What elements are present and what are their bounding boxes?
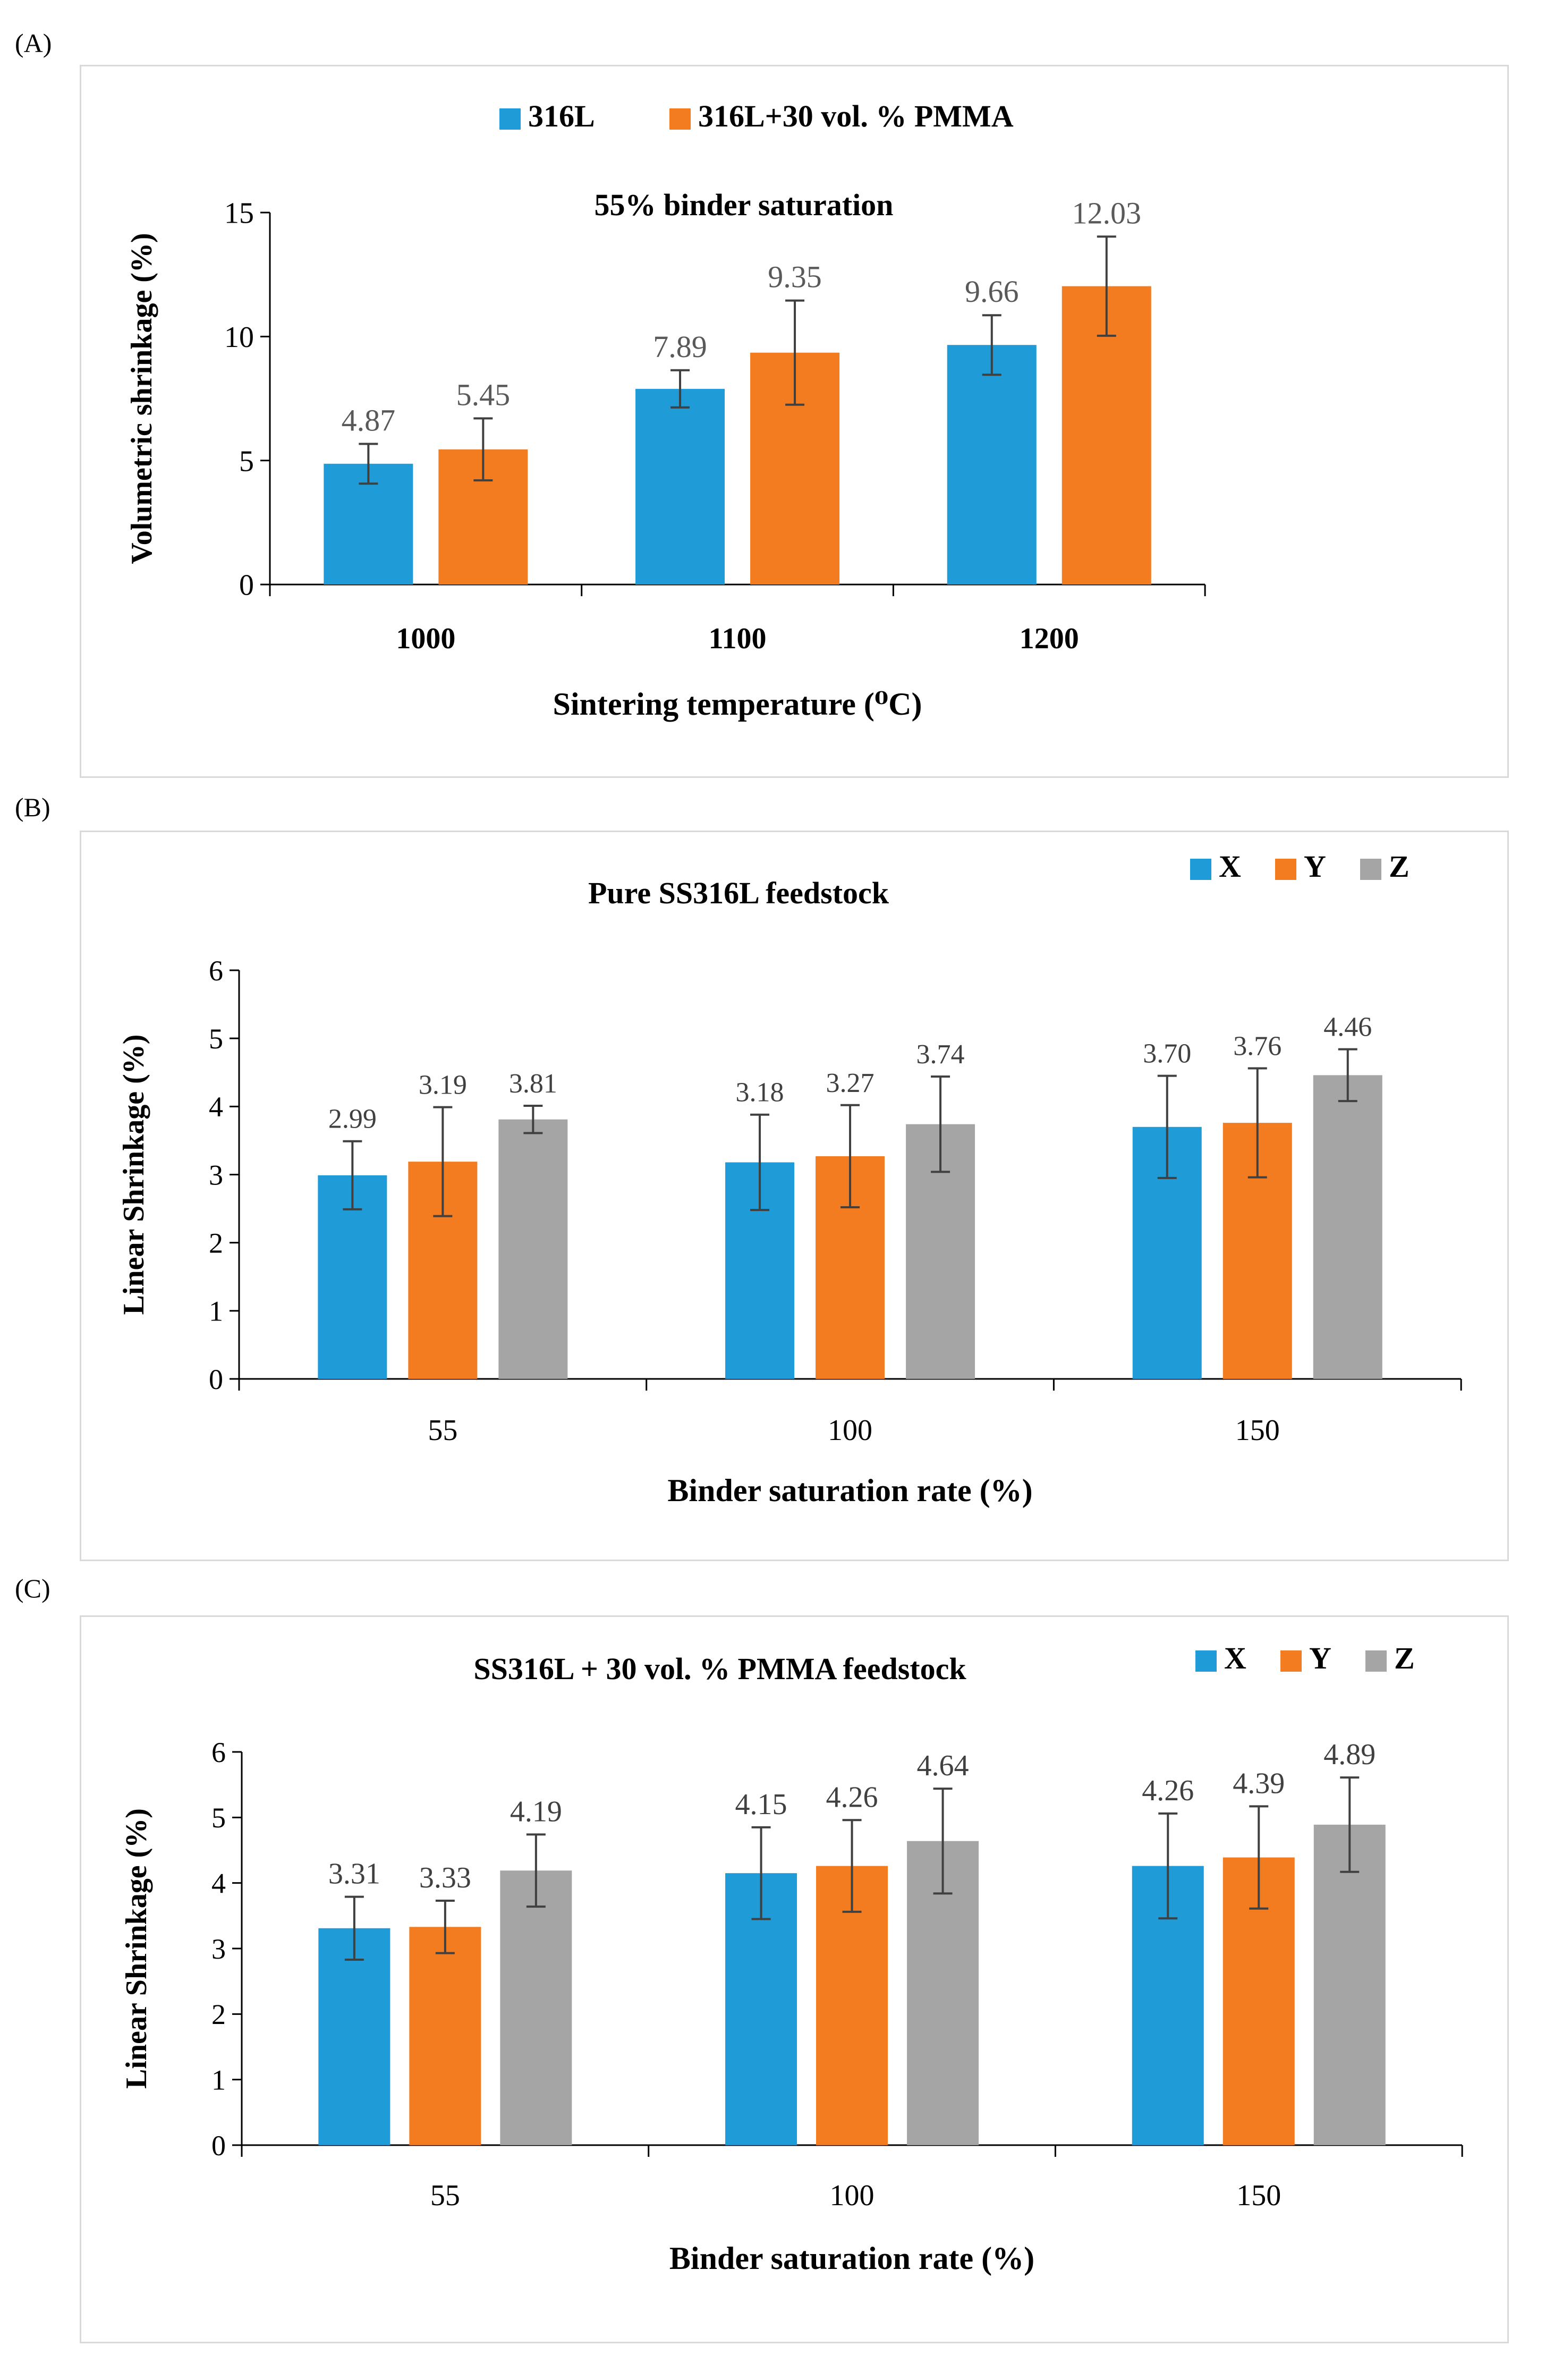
x-category-label: 1000 — [396, 622, 455, 655]
bar-316l-1100 — [635, 388, 725, 585]
x-axis-title: Sintering temperature (⁰C) — [553, 687, 922, 722]
data-label: 7.89 — [653, 329, 707, 364]
panel-label-b: (B) — [15, 792, 50, 822]
y-axis-title: Volumetric shrinkage (%) — [125, 233, 158, 564]
data-label: 12.03 — [1072, 196, 1142, 230]
legend-label: 316L — [528, 99, 595, 133]
y-tick-label: 15 — [224, 197, 254, 230]
legend-swatch — [669, 108, 691, 130]
data-label: 4.87 — [342, 403, 396, 437]
chart-frame-a — [80, 65, 1509, 778]
panel-label-a: (A) — [15, 28, 52, 58]
data-label: 9.35 — [768, 260, 822, 294]
bar-316l-1200 — [947, 345, 1037, 585]
y-tick-label: 10 — [224, 321, 254, 354]
x-category-label: 1200 — [1020, 622, 1079, 655]
legend-swatch — [499, 108, 521, 130]
data-label: 5.45 — [456, 377, 511, 412]
chart-title: 55% binder saturation — [595, 188, 894, 222]
legend-label: 316L+30 vol. % PMMA — [698, 99, 1014, 133]
panel-label-c: (C) — [15, 1573, 50, 1603]
y-tick-label: 5 — [239, 445, 254, 478]
y-tick-label: 0 — [239, 569, 254, 602]
x-category-label: 1100 — [709, 622, 767, 655]
data-label: 9.66 — [965, 274, 1019, 309]
